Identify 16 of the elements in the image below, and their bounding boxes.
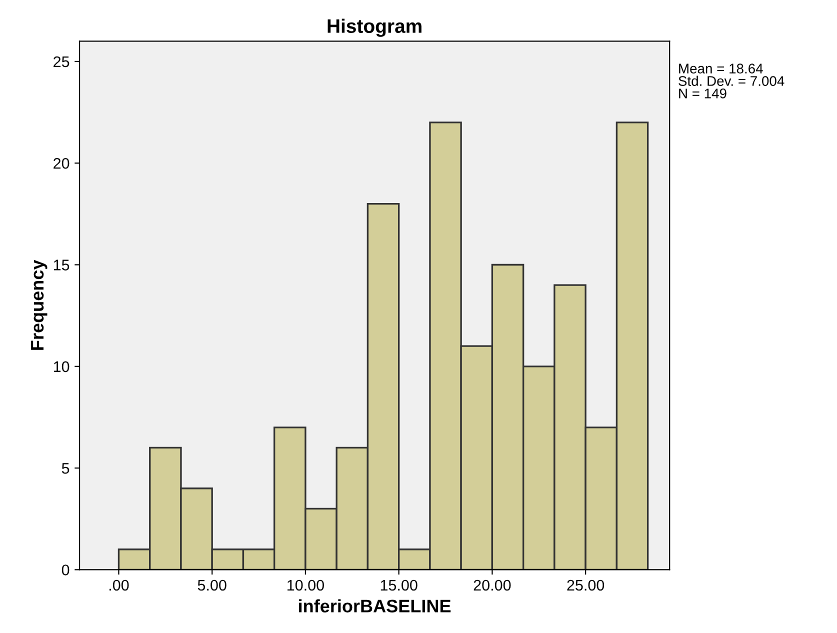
- x-tick-label: 25.00: [567, 580, 604, 591]
- chart-title: Histogram: [328, 18, 422, 37]
- y-axis-title: Frequency: [31, 260, 48, 350]
- x-axis-title: inferiorBASELINE: [299, 599, 451, 612]
- y-tick-label: 5: [62, 463, 70, 474]
- y-tick-label: 25: [54, 56, 70, 68]
- y-tick-label: 10: [54, 361, 70, 372]
- x-tick-label: 10.00: [288, 580, 324, 591]
- x-tick-label: .00: [110, 580, 129, 591]
- x-tick-label: 15.00: [380, 580, 418, 591]
- y-tick-label: 20: [54, 158, 70, 169]
- x-tick-label: 20.00: [474, 580, 511, 591]
- y-tick-label: 15: [54, 260, 70, 270]
- y-tick-label: 0: [62, 564, 70, 576]
- text: Mean = 18.64 Std. Dev. = 7.004 N = 149: [678, 64, 784, 98]
- x-tick-label: 5.00: [198, 580, 226, 591]
